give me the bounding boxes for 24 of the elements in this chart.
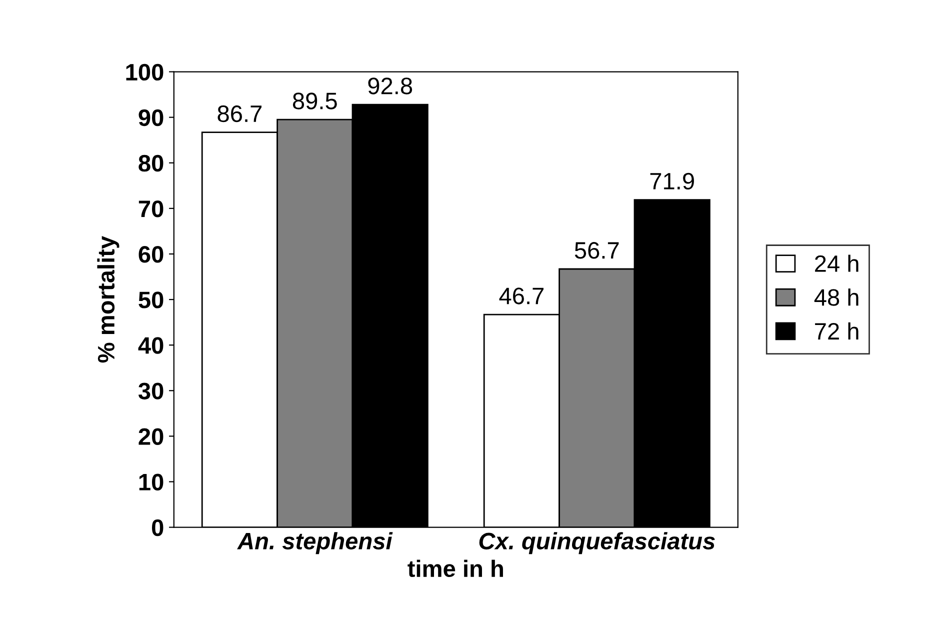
y-tick-label: 50 [138,292,164,308]
y-tick-label: 100 [126,64,164,81]
x-tick-label: Cx. quinquefasciatus [479,532,715,554]
y-tick-label: 60 [138,246,164,263]
y-tick-label: 70 [138,200,164,218]
y-tick-label: 20 [138,428,164,445]
data-label: 46.7 [499,288,544,304]
data-label: 86.7 [218,105,262,122]
data-label: 89.5 [292,92,337,110]
y-tick-label: 40 [138,337,164,354]
y-tick-label: 90 [138,109,164,126]
x-axis-title: time in h [408,560,503,578]
legend-label: 24 h [815,254,858,272]
y-tick-label: 30 [138,382,164,400]
legend-label: 48 h [814,288,858,306]
data-label: 56.7 [574,242,619,259]
x-tick-label: An. stephensi [237,532,393,554]
y-tick-label: 0 [152,519,164,536]
y-tick-label: 10 [139,474,164,491]
legend-label: 72 h [815,322,858,340]
y-axis-title: % mortality [97,236,120,363]
y-tick-label: 80 [138,154,164,172]
data-label: 71.9 [650,172,694,190]
data-label: 92.8 [368,78,412,94]
